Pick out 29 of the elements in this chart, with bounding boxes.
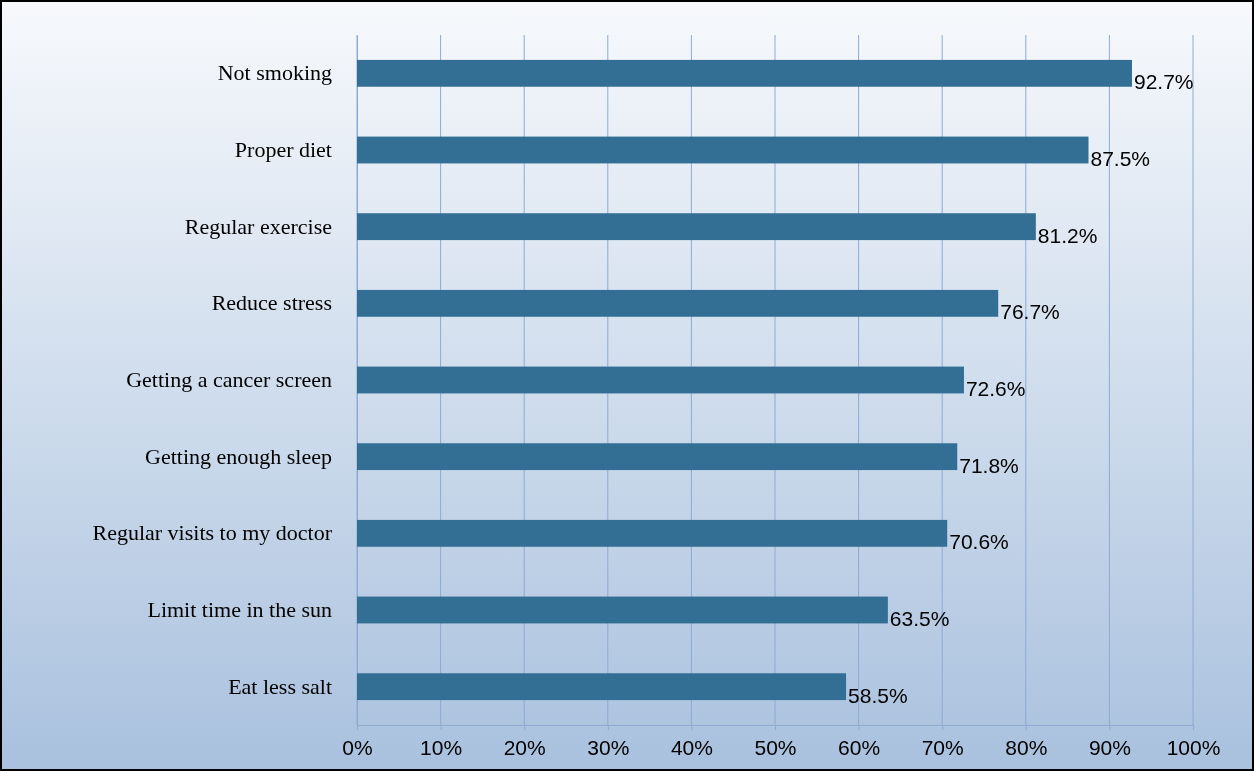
y-tick-label: Eat less salt — [228, 673, 332, 699]
data-label: 58.5% — [848, 683, 908, 707]
y-tick-label: Getting a cancer screen — [126, 367, 332, 393]
x-tick-label: 0% — [342, 735, 373, 759]
data-label: 92.7% — [1133, 70, 1194, 94]
x-tick-label: 80% — [1005, 735, 1048, 759]
x-tick-label: 30% — [587, 735, 630, 759]
data-label: 87.5% — [1090, 147, 1151, 170]
x-tick-label: 10% — [420, 735, 463, 759]
y-tick-label: Reduce stress — [211, 290, 332, 316]
x-tick-label: 60% — [838, 735, 881, 759]
x-tick-label: 50% — [754, 735, 797, 759]
data-label: 76.7% — [1000, 300, 1060, 324]
data-label: 81.2% — [1037, 223, 1098, 247]
x-tick-label: 70% — [921, 735, 964, 759]
y-tick-label: Getting enough sleep — [145, 443, 332, 469]
y-tick-label: Not smoking — [217, 60, 332, 86]
y-tick-label: Regular exercise — [184, 213, 332, 239]
data-label: 63.5% — [889, 607, 950, 630]
data-label: 72.6% — [965, 377, 1026, 400]
x-tick-label: 20% — [503, 735, 546, 759]
data-label: 71.8% — [959, 453, 1019, 477]
x-tick-label: 40% — [670, 735, 713, 759]
y-tick-label: Regular visits to my doctor — [92, 520, 333, 546]
x-tick-label: 90% — [1088, 735, 1131, 759]
x-tick-label: 100% — [1166, 735, 1221, 759]
y-tick-label: Limit time in the sun — [147, 597, 332, 623]
y-tick-label: Proper diet — [234, 137, 332, 163]
data-label: 70.6% — [949, 530, 1009, 554]
